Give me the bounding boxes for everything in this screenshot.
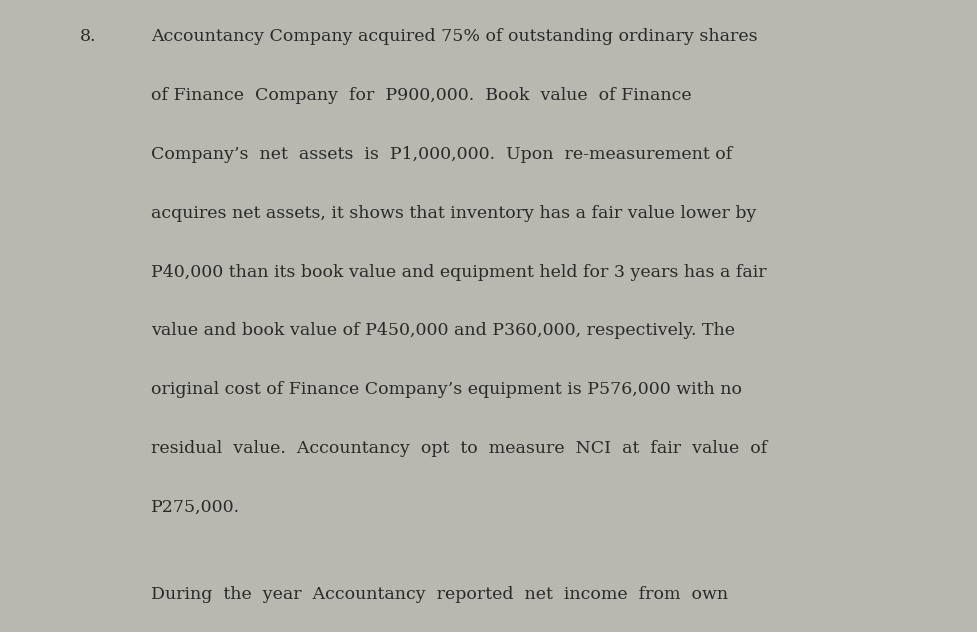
Text: Company’s  net  assets  is  P1,000,000.  Upon  re-measurement of: Company’s net assets is P1,000,000. Upon… (151, 146, 733, 163)
Text: original cost of Finance Company’s equipment is P576,000 with no: original cost of Finance Company’s equip… (151, 381, 743, 398)
Text: 8.: 8. (80, 28, 97, 46)
Text: P275,000.: P275,000. (151, 499, 240, 516)
Text: of Finance  Company  for  P900,000.  Book  value  of Finance: of Finance Company for P900,000. Book va… (151, 87, 692, 104)
Text: residual  value.  Accountancy  opt  to  measure  NCI  at  fair  value  of: residual value. Accountancy opt to measu… (151, 440, 768, 457)
Text: value and book value of P450,000 and P360,000, respectively. The: value and book value of P450,000 and P36… (151, 322, 736, 339)
Text: Accountancy Company acquired 75% of outstanding ordinary shares: Accountancy Company acquired 75% of outs… (151, 28, 758, 46)
Text: During  the  year  Accountancy  reported  net  income  from  own: During the year Accountancy reported net… (151, 586, 729, 603)
Text: acquires net assets, it shows that inventory has a fair value lower by: acquires net assets, it shows that inven… (151, 205, 757, 222)
Text: P40,000 than its book value and equipment held for 3 years has a fair: P40,000 than its book value and equipmen… (151, 264, 767, 281)
